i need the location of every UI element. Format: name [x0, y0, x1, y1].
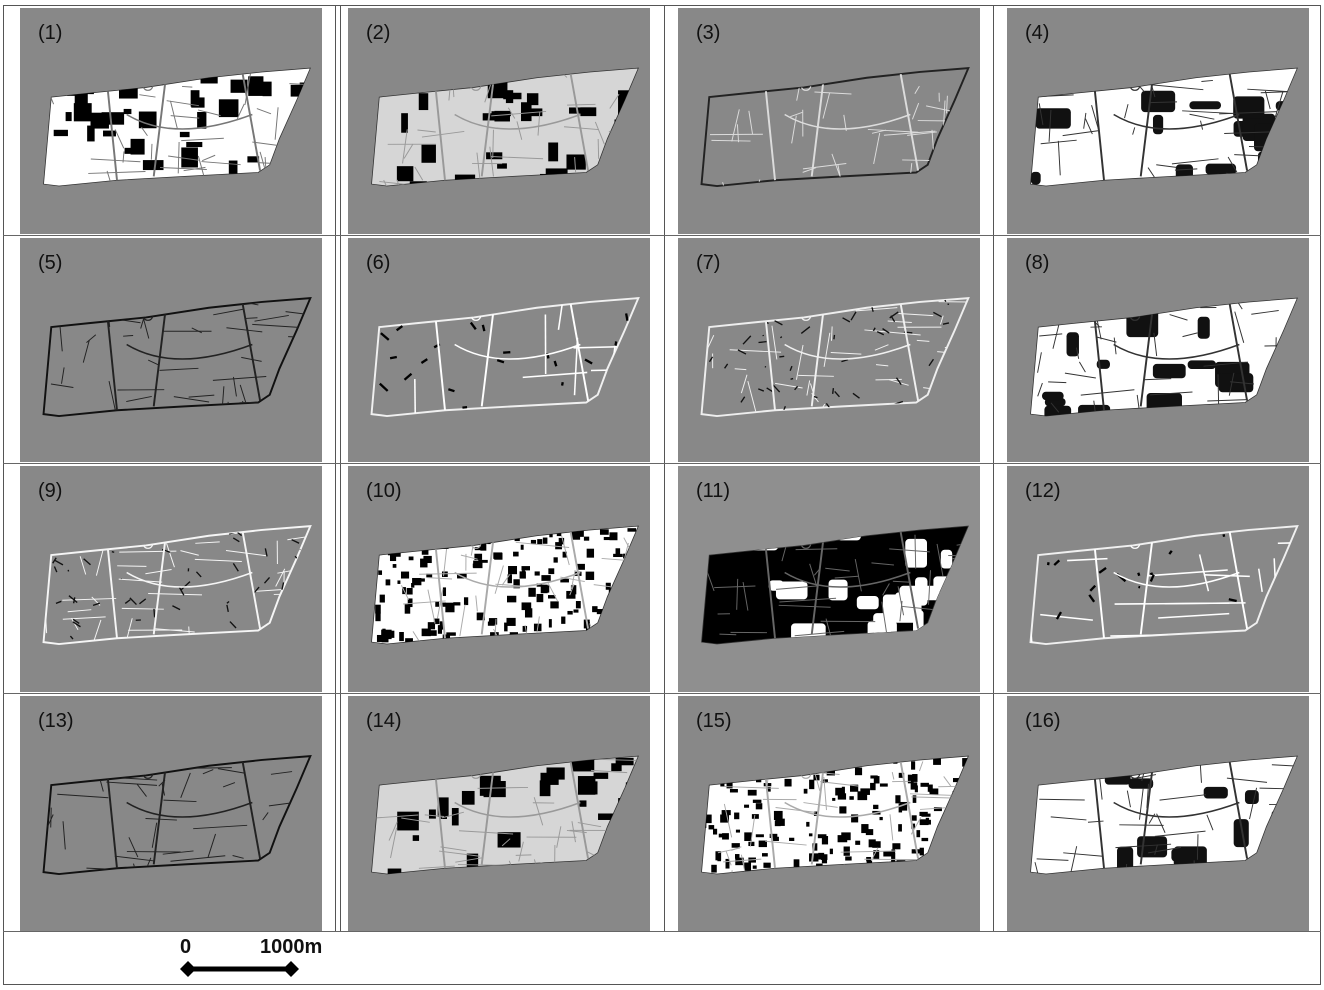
urban-map: [43, 67, 311, 187]
map-panel: (9): [20, 466, 322, 692]
map-features: [1030, 526, 1298, 645]
column-divider: [664, 5, 665, 931]
row-divider: [3, 931, 1321, 932]
panel-label: (1): [38, 22, 63, 44]
urban-map: [1030, 755, 1298, 875]
panel-label: (9): [38, 480, 63, 502]
urban-map: [371, 755, 639, 875]
panel-label: (12): [1025, 480, 1061, 502]
row-divider: [3, 693, 1321, 694]
panel-label: (16): [1025, 710, 1061, 732]
urban-map: [371, 67, 639, 187]
column-divider: [335, 5, 336, 931]
map-panel: (8): [1007, 238, 1309, 462]
panel-label: (8): [1025, 252, 1050, 274]
map-panel: (6): [348, 238, 650, 462]
map-panel: (7): [678, 238, 980, 462]
row-divider: [3, 463, 1321, 464]
urban-map: [1030, 67, 1298, 187]
district-outline: [371, 755, 639, 875]
panel-label: (11): [696, 480, 731, 502]
district-outline: [1030, 755, 1298, 875]
map-panel: (11): [678, 466, 980, 692]
map-panel: (3): [678, 8, 980, 234]
panel-label: (15): [696, 710, 732, 732]
district-outline: [370, 297, 640, 418]
column-divider: [993, 5, 994, 931]
district-outline: [42, 297, 312, 418]
map-panel: (5): [20, 238, 322, 462]
map-panel: (10): [348, 466, 650, 692]
panel-label: (2): [366, 22, 391, 44]
district-outline: [700, 297, 970, 418]
map-features: [709, 68, 953, 187]
map-panel: (13): [20, 696, 322, 931]
panel-label: (14): [366, 710, 402, 732]
urban-map: [701, 755, 969, 875]
panel-label: (13): [38, 710, 74, 732]
map-panel: (12): [1007, 466, 1309, 692]
urban-map: [42, 297, 312, 418]
district-outline: [700, 67, 970, 188]
panel-label: (7): [696, 252, 721, 274]
map-panel: (2): [348, 8, 650, 234]
urban-map: [701, 525, 969, 645]
map-panel: (15): [678, 696, 980, 931]
map-panel: (14): [348, 696, 650, 931]
urban-map: [42, 755, 312, 876]
panel-label: (5): [38, 252, 63, 274]
district-outline: [1030, 67, 1298, 187]
urban-map: [1029, 525, 1299, 646]
panel-label: (6): [366, 252, 391, 274]
map-panel: (1): [20, 8, 322, 234]
panel-label: (4): [1025, 22, 1050, 44]
urban-map: [370, 297, 640, 418]
scale-bar-start-label: 0: [180, 936, 192, 958]
urban-map: [700, 297, 970, 418]
urban-map: [371, 525, 639, 645]
urban-map: [42, 525, 312, 646]
panel-label: (10): [366, 480, 402, 502]
scale-bar-end-label: 1000m: [260, 936, 323, 958]
map-panel: (16): [1007, 696, 1309, 931]
urban-map: [1030, 297, 1298, 417]
column-divider: [340, 5, 341, 931]
row-divider: [3, 235, 1321, 236]
district-outline: [42, 755, 312, 876]
district-outline: [1029, 525, 1299, 646]
map-panel: (4): [1007, 8, 1309, 234]
urban-map: [700, 67, 970, 188]
panel-label: (3): [696, 22, 721, 44]
district-outline: [42, 525, 312, 646]
